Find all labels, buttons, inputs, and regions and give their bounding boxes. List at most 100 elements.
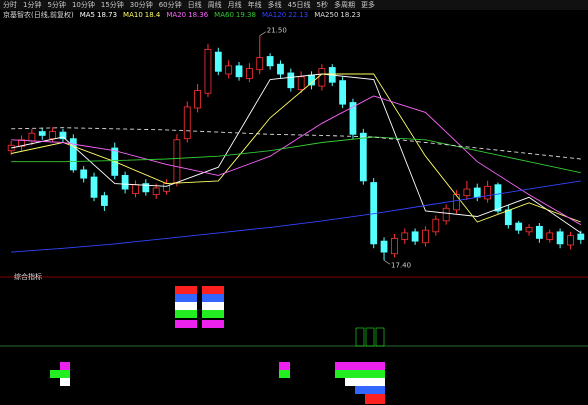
candle-body bbox=[422, 229, 429, 244]
legend-value: 18.23 bbox=[340, 11, 360, 19]
candle bbox=[432, 215, 440, 236]
toolbar-item[interactable]: 周线 bbox=[208, 0, 222, 9]
candle bbox=[401, 228, 409, 244]
candle-body bbox=[69, 138, 77, 171]
legend-name: MA250 bbox=[314, 11, 338, 19]
candle bbox=[121, 171, 129, 194]
legend-name: MA10 bbox=[123, 11, 143, 19]
signal-block bbox=[175, 320, 197, 328]
signal-block bbox=[202, 286, 224, 294]
candle-body bbox=[80, 169, 88, 179]
signal-block bbox=[202, 302, 224, 310]
signal-block bbox=[355, 386, 385, 394]
candle-body bbox=[173, 139, 181, 183]
toolbar-item[interactable]: 15分钟 bbox=[101, 0, 124, 9]
candle bbox=[235, 61, 243, 81]
toolbar-item[interactable]: 月线 bbox=[228, 0, 242, 9]
candle bbox=[245, 63, 253, 83]
chart-title: 京基智农(日线,前复权) bbox=[3, 10, 74, 19]
candle bbox=[225, 60, 233, 79]
candle-body bbox=[121, 174, 129, 190]
toolbar-item[interactable]: 分时 bbox=[3, 0, 17, 9]
candle-body bbox=[432, 218, 440, 233]
candle-body bbox=[194, 90, 202, 109]
candle bbox=[204, 43, 212, 98]
candle bbox=[256, 35, 264, 75]
toolbar-item[interactable]: 10分钟 bbox=[72, 0, 95, 9]
candle bbox=[546, 229, 554, 243]
toolbar-item[interactable]: 45日线 bbox=[288, 0, 311, 9]
legend-name: MA60 bbox=[214, 11, 234, 19]
signal-block bbox=[202, 294, 224, 302]
ma-line bbox=[11, 95, 582, 226]
candle-body bbox=[183, 106, 191, 140]
signal-block bbox=[279, 370, 290, 378]
toolbar-item[interactable]: 多周期 bbox=[334, 0, 355, 9]
candle bbox=[7, 140, 15, 156]
candle bbox=[163, 179, 170, 195]
candle-body bbox=[453, 194, 460, 211]
candle bbox=[411, 228, 419, 245]
candle bbox=[90, 172, 98, 202]
candle bbox=[194, 83, 202, 113]
candle-body bbox=[380, 240, 388, 253]
signal-block bbox=[60, 378, 70, 386]
candle-body bbox=[38, 131, 46, 136]
candle bbox=[359, 128, 367, 185]
candle-body bbox=[484, 185, 492, 200]
candle bbox=[80, 166, 88, 183]
candle bbox=[173, 134, 181, 187]
candle bbox=[504, 205, 512, 229]
ma-line bbox=[11, 180, 581, 253]
candle-body bbox=[132, 184, 139, 194]
candle bbox=[349, 98, 357, 139]
candle bbox=[308, 71, 315, 90]
toolbar-item[interactable]: 更多 bbox=[361, 0, 375, 9]
toolbar-bg bbox=[0, 0, 588, 10]
signal-block bbox=[345, 378, 385, 386]
candle bbox=[297, 71, 305, 94]
candle bbox=[183, 101, 191, 143]
candle bbox=[339, 76, 347, 109]
candle bbox=[484, 180, 492, 203]
candle-body bbox=[245, 68, 253, 79]
legend-value: 18.73 bbox=[97, 11, 117, 19]
candle bbox=[567, 231, 574, 250]
candle bbox=[214, 47, 222, 76]
candle bbox=[69, 134, 77, 173]
signal-frame bbox=[355, 327, 365, 347]
toolbar-item[interactable]: 30分钟 bbox=[130, 0, 153, 9]
legend-value: 18.36 bbox=[188, 11, 209, 19]
candle-body bbox=[359, 132, 367, 182]
candle bbox=[59, 128, 67, 143]
toolbar-item[interactable]: 5分钟 bbox=[47, 0, 65, 9]
legend-value: 18.4 bbox=[145, 11, 161, 19]
indicator-title: 综合指标 bbox=[14, 272, 42, 281]
toolbar-item[interactable]: 多线 bbox=[268, 0, 282, 9]
signal-block bbox=[365, 394, 385, 404]
ma-line bbox=[11, 127, 581, 160]
signal-block bbox=[202, 310, 224, 318]
candle bbox=[38, 127, 46, 140]
candle-body bbox=[473, 187, 481, 198]
signal-block bbox=[175, 302, 197, 310]
legend-name: MA20 bbox=[166, 11, 186, 19]
candle-body bbox=[515, 222, 523, 231]
toolbar-item[interactable]: 60分钟 bbox=[159, 0, 182, 9]
toolbar-item[interactable]: 1分钟 bbox=[23, 0, 41, 9]
annotation-pointer bbox=[383, 260, 391, 265]
toolbar-item[interactable]: 5秒 bbox=[317, 0, 328, 9]
candle-body bbox=[287, 72, 295, 89]
toolbar-item[interactable]: 日线 bbox=[188, 0, 202, 9]
candle-body bbox=[339, 80, 347, 105]
candle-body bbox=[59, 131, 67, 140]
signal-block bbox=[175, 294, 197, 302]
candle bbox=[142, 179, 150, 196]
candle bbox=[525, 224, 533, 236]
toolbar-item[interactable]: 年线 bbox=[248, 0, 262, 9]
candle bbox=[287, 68, 295, 92]
candle bbox=[453, 190, 460, 214]
signal-frame bbox=[375, 327, 385, 347]
candle-body bbox=[49, 131, 57, 140]
candle-body bbox=[256, 57, 264, 71]
